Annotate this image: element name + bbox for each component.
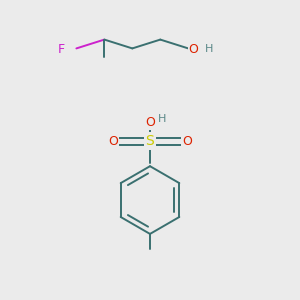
- Text: F: F: [58, 43, 64, 56]
- Text: O: O: [182, 135, 192, 148]
- Text: S: S: [146, 134, 154, 148]
- Text: O: O: [145, 116, 155, 128]
- Text: H: H: [158, 114, 166, 124]
- Text: O: O: [189, 43, 199, 56]
- Text: O: O: [108, 135, 118, 148]
- Text: H: H: [205, 44, 213, 54]
